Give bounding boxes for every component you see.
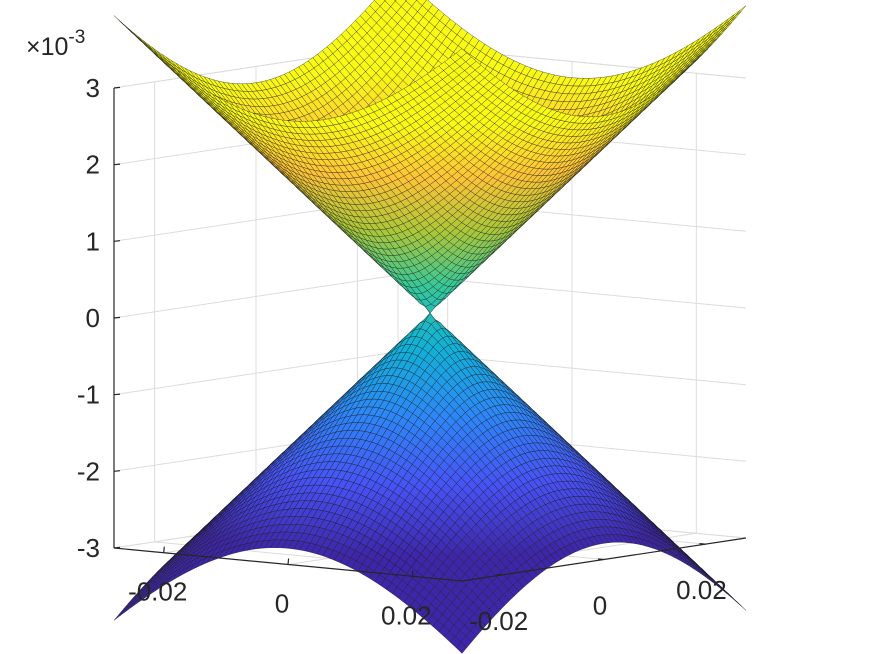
surface-patch	[735, 5, 747, 17]
surface-mesh	[113, 0, 747, 654]
